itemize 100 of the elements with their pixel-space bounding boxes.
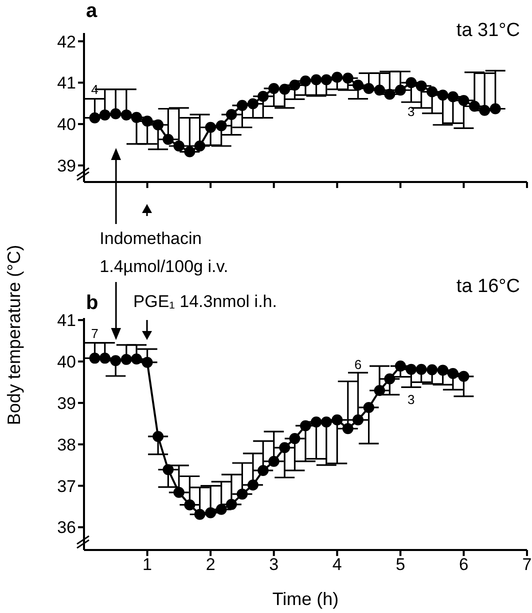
point: [384, 88, 396, 100]
point: [332, 72, 343, 83]
point: [89, 112, 100, 124]
y-tick-label: 41: [57, 74, 76, 93]
point: [162, 134, 174, 145]
point: [437, 90, 448, 101]
y-tick-label: 39: [57, 156, 76, 176]
point: [110, 355, 122, 366]
annotation: ta 31°C: [456, 20, 520, 42]
point: [352, 414, 364, 426]
point: [394, 360, 406, 372]
point: [437, 364, 448, 376]
point: [194, 508, 206, 520]
point: [194, 140, 206, 152]
point: [406, 77, 417, 88]
point: [205, 122, 216, 133]
point: [310, 74, 322, 86]
point: [406, 364, 417, 375]
point: [468, 100, 480, 112]
point: [363, 402, 374, 413]
point: [342, 423, 354, 434]
y-tick-label: 41: [57, 311, 76, 330]
y-tick-label: 40: [57, 352, 76, 372]
y-tick-label: 42: [57, 32, 76, 52]
chart-title: b: [86, 292, 98, 315]
point: [268, 456, 280, 467]
point: [300, 76, 311, 87]
point: [99, 109, 110, 120]
point: [447, 368, 458, 380]
point: [142, 116, 153, 127]
point: [99, 352, 110, 364]
y-tick-label: 40: [57, 115, 76, 134]
point: [152, 430, 164, 442]
x-tick-label: 4: [332, 555, 342, 574]
point: [300, 420, 311, 432]
point: [458, 370, 470, 382]
point: [332, 414, 343, 426]
y-tick-label: 39: [57, 394, 76, 413]
point: [320, 74, 332, 86]
x-tick-label: 3: [269, 555, 279, 574]
annotation: 6: [353, 356, 363, 374]
point: [162, 464, 174, 476]
y-axis-title: Body temperature (°C): [4, 244, 24, 426]
text: Indomethacin 1.4µmol/100g i.v.: [100, 228, 230, 278]
point: [226, 498, 237, 510]
point: [447, 91, 458, 102]
point: [131, 354, 142, 365]
point: [352, 80, 364, 91]
point: [89, 352, 100, 364]
x-tick-label: 6: [458, 555, 468, 574]
point: [490, 103, 501, 114]
x-axis-title: Time (h): [272, 589, 339, 609]
point: [363, 82, 374, 94]
y-tick-label: 38: [57, 435, 76, 454]
point: [173, 486, 184, 498]
point: [384, 373, 396, 384]
point: [479, 104, 490, 116]
point: [131, 112, 142, 123]
point: [184, 146, 196, 158]
point: [152, 119, 164, 130]
chart-title: a: [86, 0, 98, 23]
point: [236, 100, 248, 111]
text: PGE₁ 14.3nmol i.h.: [133, 292, 277, 312]
x-tick-label: 2: [206, 555, 216, 574]
y-tick-label: 36: [57, 518, 76, 538]
point: [247, 479, 258, 490]
point: [120, 109, 132, 120]
point: [279, 84, 290, 95]
point: [142, 356, 153, 368]
point: [120, 354, 132, 365]
point: [173, 140, 184, 152]
point: [236, 488, 248, 500]
x-tick-label: 5: [396, 555, 406, 574]
point: [458, 94, 470, 106]
x-tick-label: 7: [522, 555, 532, 574]
point: [258, 90, 269, 102]
point: [205, 507, 216, 518]
point: [247, 98, 258, 110]
point: [216, 120, 227, 132]
point: [416, 80, 427, 92]
point: [268, 82, 280, 94]
y-tick-label: 37: [57, 476, 76, 496]
point: [289, 433, 300, 444]
annotation: 7: [90, 325, 100, 344]
point: [226, 109, 237, 120]
point: [289, 80, 300, 91]
text: ta 16°C: [456, 276, 520, 298]
point: [426, 86, 438, 98]
point: [374, 84, 386, 96]
point: [426, 364, 438, 376]
point: [310, 416, 322, 428]
point: [184, 499, 196, 510]
x-tick-label: 1: [142, 555, 152, 574]
point: [374, 385, 386, 396]
point: [258, 464, 269, 476]
point: [320, 416, 332, 428]
point: [416, 364, 427, 375]
point: [110, 108, 122, 120]
point: [279, 442, 290, 454]
point: [342, 72, 354, 84]
